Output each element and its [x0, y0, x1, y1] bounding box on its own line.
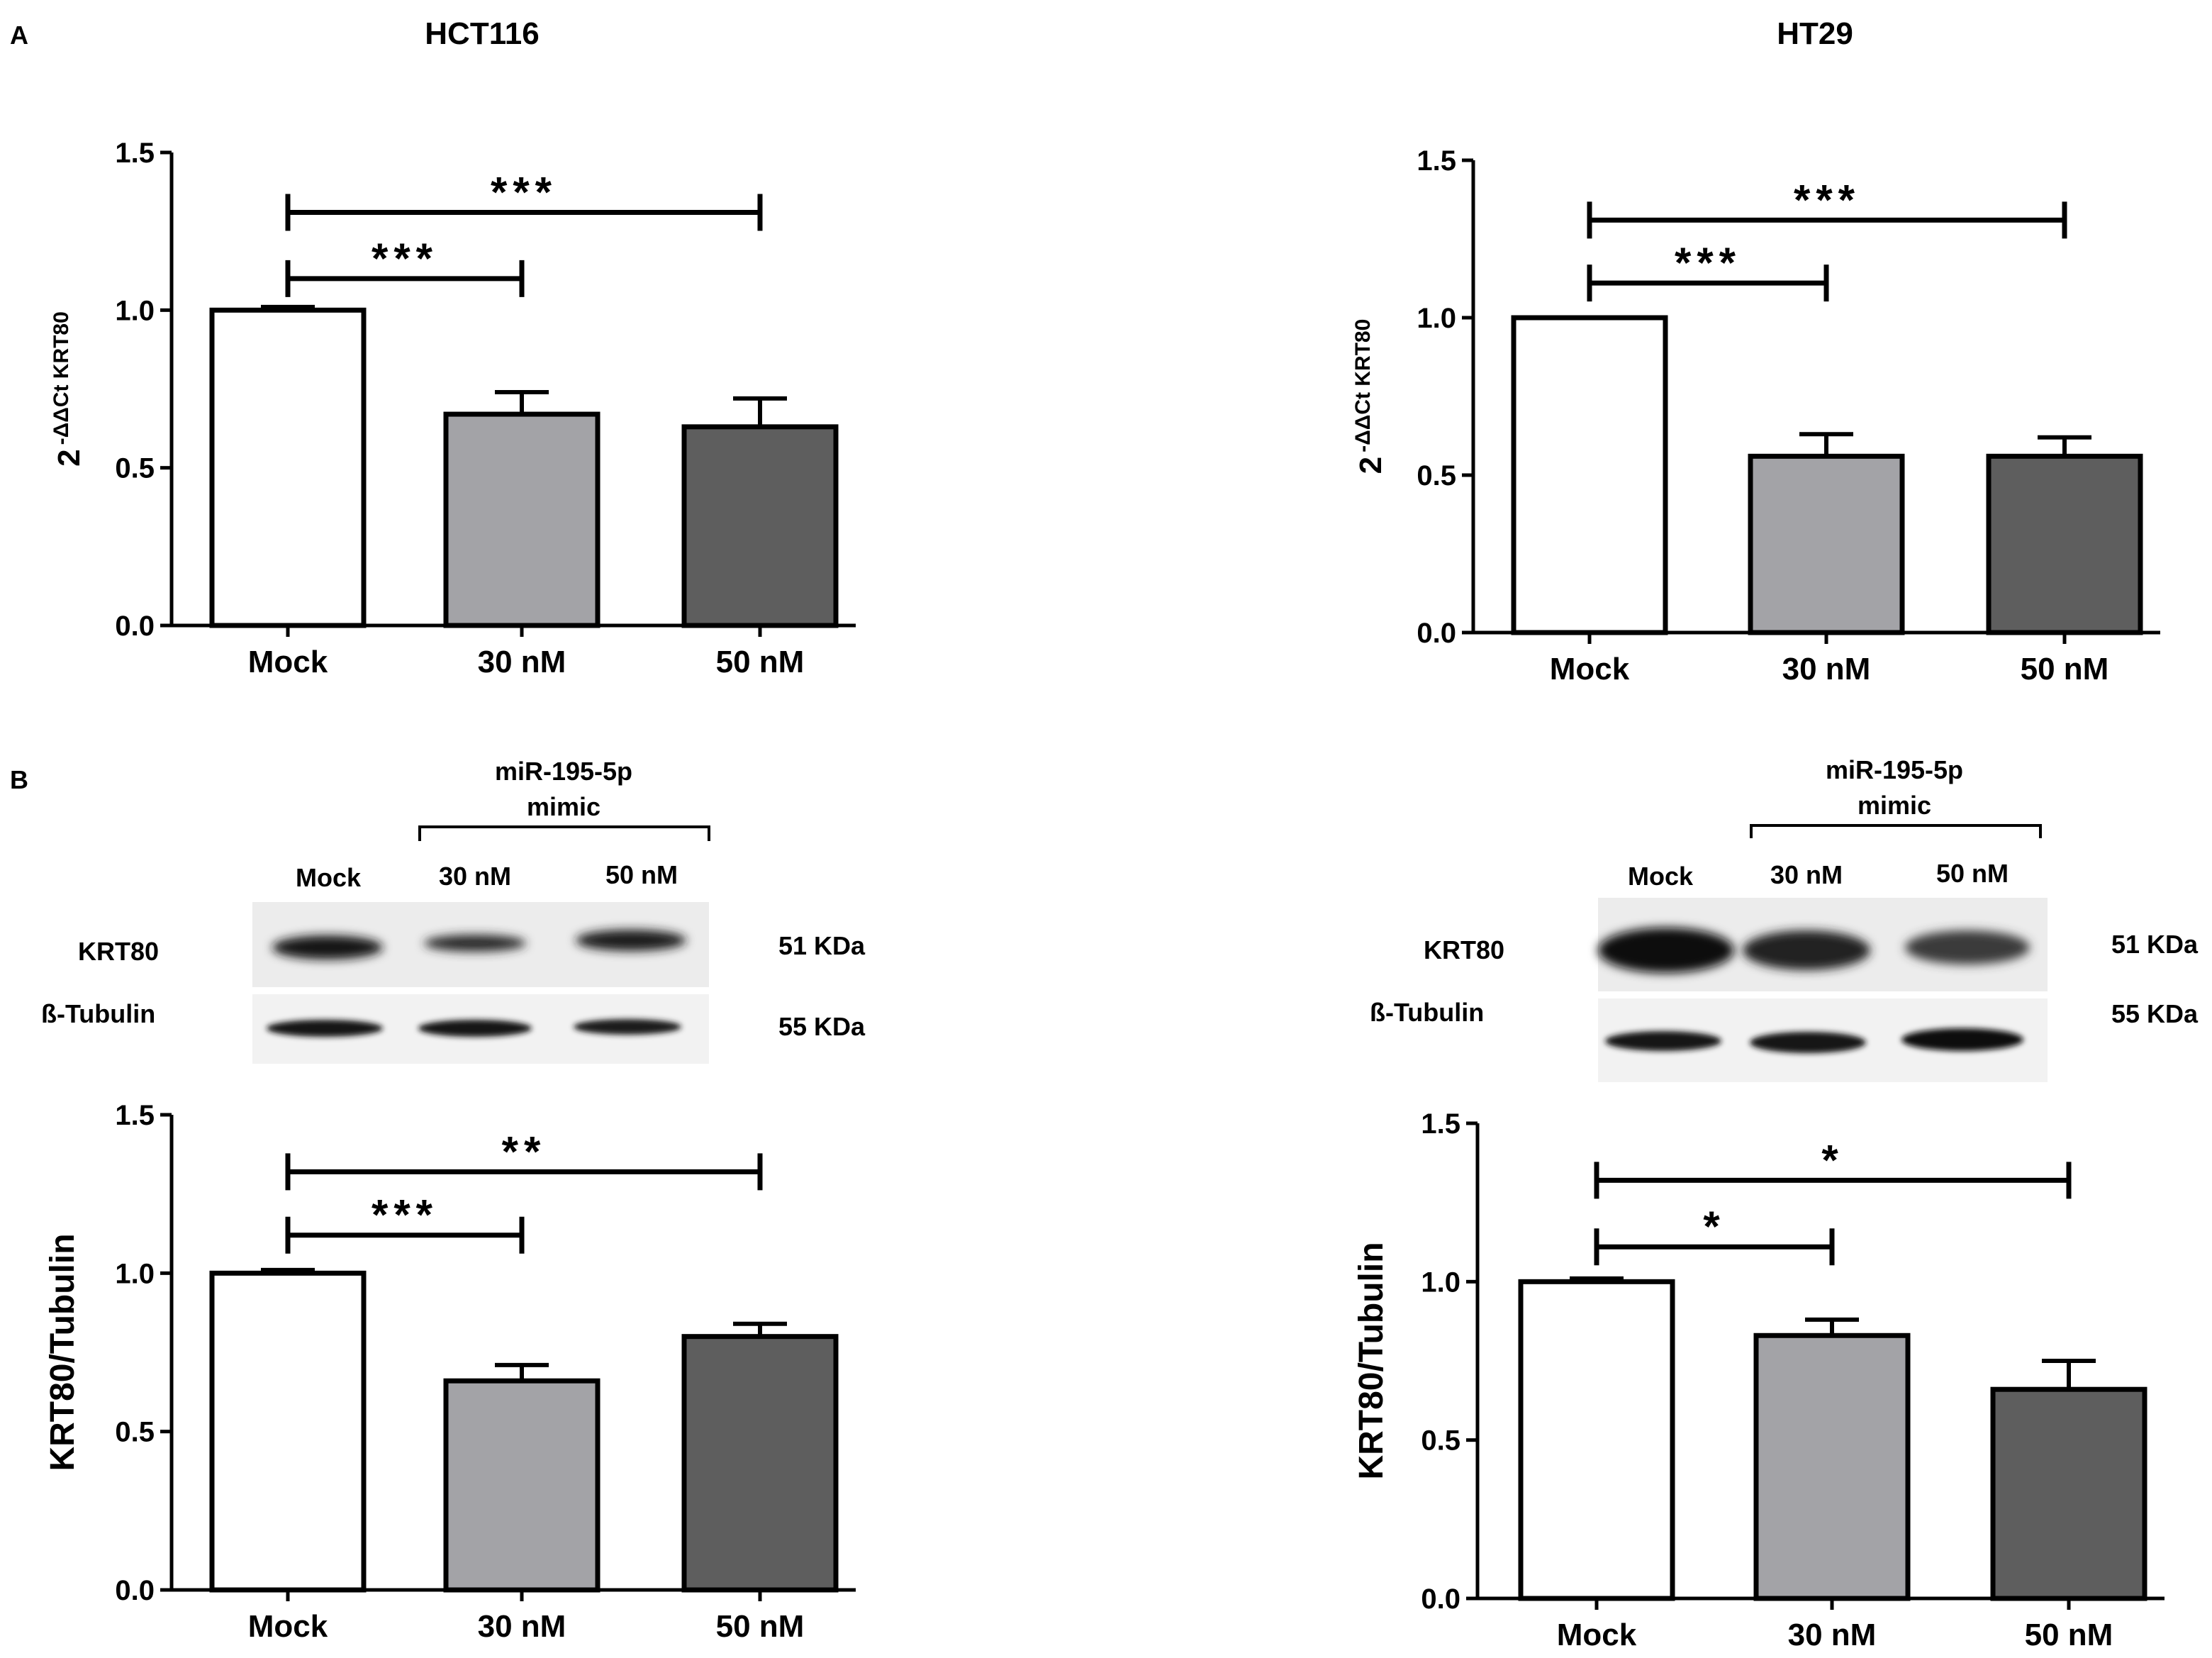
y-tick-label: 1.0	[115, 295, 155, 326]
mimic-bracket	[1750, 824, 2042, 838]
band-tubulin-50nm	[1901, 1028, 2023, 1051]
y-tick-label: 1.5	[115, 1100, 155, 1131]
x-tick-label: Mock	[248, 645, 328, 679]
x-tick-label: Mock	[248, 1609, 328, 1644]
row-label-tubulin: ß-Tubulin	[1370, 998, 1484, 1027]
chart-hct116-protein: 0.0 0.5 1.0 1.5 Mock 30 nM 50 nM KRT80/Tubulin *…	[44, 1100, 856, 1644]
chart-title: HCT116	[425, 16, 539, 51]
y-tick-label: 0.5	[1417, 460, 1456, 491]
lane-label-30nm: 30 nM	[439, 862, 511, 891]
y-tick-label: 0.0	[115, 611, 155, 642]
sig-label-1: ***	[1794, 176, 1860, 223]
bar-2	[681, 424, 839, 628]
x-tick-label: 30 nM	[478, 645, 566, 679]
bar-1	[443, 411, 601, 628]
band-tubulin-30nm	[1750, 1032, 1866, 1053]
y-tick-label: 0.0	[1421, 1584, 1460, 1615]
sig-label-1: *	[1821, 1136, 1843, 1184]
sig-label-1: ***	[491, 168, 557, 216]
panel-letter-b: B	[10, 765, 28, 794]
mimic-bracket	[418, 825, 710, 841]
bracket-label-line2: mimic	[527, 792, 601, 821]
y-axis-label: KRT80/Tubulin	[1353, 1242, 1390, 1479]
y-tick-label: 1.0	[1417, 303, 1456, 334]
bar-0	[209, 307, 367, 628]
y-tick-label: 1.0	[1421, 1267, 1460, 1298]
y-tick-label: 0.5	[115, 453, 155, 484]
row-label-krt80: KRT80	[78, 937, 159, 966]
y-axis-label: KRT80/Tubulin	[44, 1233, 82, 1471]
panel-letter-a: A	[10, 21, 28, 50]
band-tubulin-30nm	[418, 1020, 532, 1037]
band-tubulin-50nm	[574, 1019, 681, 1035]
y-tick-label: 0.0	[115, 1575, 155, 1606]
size-label-krt80: 51 KDa	[778, 931, 866, 960]
x-tick-label: Mock	[1557, 1618, 1637, 1652]
x-tick-label: 30 nM	[1782, 652, 1871, 686]
bar-2	[1990, 1386, 2147, 1601]
y-tick-label: 0.5	[115, 1417, 155, 1448]
lane-label-50nm: 50 nM	[605, 860, 678, 889]
band-krt80-30nm	[1743, 930, 1870, 970]
lane-label-30nm: 30 nM	[1770, 860, 1843, 889]
chart-ht29-mrna: HT29 0.0 0.5 1.0 1.5 Mock 30 nM 50 nM 2-ΔΔCt KRT…	[1351, 16, 2160, 686]
band-tubulin-mock	[267, 1020, 383, 1037]
chart-hct116-mrna: HCT116 0.0 0.5 1.0 1.5 Mock 30 nM 50 nM 2-ΔΔCt K…	[50, 16, 856, 679]
band-krt80-mock	[272, 935, 383, 959]
size-label-krt80: 51 KDa	[2111, 930, 2199, 959]
row-label-tubulin: ß-Tubulin	[41, 999, 155, 1028]
sig-label-0: ***	[372, 1191, 438, 1239]
bar-2	[681, 1334, 839, 1593]
bracket-label-line2: mimic	[1858, 791, 1931, 820]
sig-label-1: **	[502, 1128, 547, 1175]
x-tick-label: 50 nM	[2025, 1618, 2113, 1652]
band-krt80-30nm	[424, 935, 526, 952]
row-label-krt80: KRT80	[1424, 935, 1504, 964]
chart-title: HT29	[1777, 16, 1853, 51]
lane-label-50nm: 50 nM	[1936, 859, 2009, 888]
x-tick-label: 50 nM	[716, 645, 805, 679]
size-label-tubulin: 55 KDa	[2111, 999, 2199, 1028]
y-tick-label: 0.5	[1421, 1425, 1460, 1457]
chart-ht29-protein: 0.0 0.5 1.0 1.5 Mock 30 nM 50 nM KRT80/Tubulin *…	[1353, 1108, 2164, 1652]
y-tick-label: 0.0	[1417, 618, 1456, 649]
y-tick-label: 1.5	[1421, 1108, 1460, 1140]
band-tubulin-mock	[1605, 1031, 1721, 1051]
band-krt80-50nm	[576, 930, 686, 951]
bar-1	[1753, 1332, 1911, 1601]
size-label-tubulin: 55 KDa	[778, 1012, 866, 1041]
western-blot-hct116: miR-195-5p mimic Mock 30 nM 50 nM KRT80 …	[41, 757, 866, 1064]
y-axis-label: 2-ΔΔCt KRT80	[1351, 319, 1388, 474]
x-tick-label: Mock	[1550, 652, 1630, 686]
y-tick-label: 1.5	[115, 138, 155, 169]
bracket-label-line1: miR-195-5p	[495, 757, 632, 786]
bar-0	[1511, 315, 1668, 635]
bar-1	[1748, 453, 1905, 635]
x-tick-label: 30 nM	[478, 1609, 566, 1644]
x-tick-label: 30 nM	[1788, 1618, 1877, 1652]
x-tick-label: 50 nM	[716, 1609, 805, 1644]
sig-label-0: *	[1703, 1203, 1725, 1250]
x-tick-label: 50 nM	[2021, 652, 2109, 686]
y-tick-label: 1.5	[1417, 145, 1456, 177]
lane-label-mock: Mock	[1628, 862, 1694, 891]
y-tick-label: 1.0	[115, 1258, 155, 1289]
bar-1	[443, 1378, 601, 1593]
bar-2	[1986, 453, 2143, 635]
band-krt80-mock	[1598, 928, 1734, 973]
sig-label-0: ***	[372, 235, 438, 282]
y-axis-label: 2-ΔΔCt KRT80	[50, 311, 86, 467]
bracket-label-line1: miR-195-5p	[1826, 755, 1963, 784]
bar-0	[209, 1270, 367, 1593]
sig-label-0: ***	[1675, 239, 1741, 286]
band-krt80-50nm	[1905, 930, 2030, 964]
western-blot-ht29: miR-195-5p mimic Mock 30 nM 50 nM KRT80 …	[1370, 755, 2199, 1082]
lane-label-mock: Mock	[296, 863, 362, 892]
bar-0	[1518, 1279, 1675, 1601]
